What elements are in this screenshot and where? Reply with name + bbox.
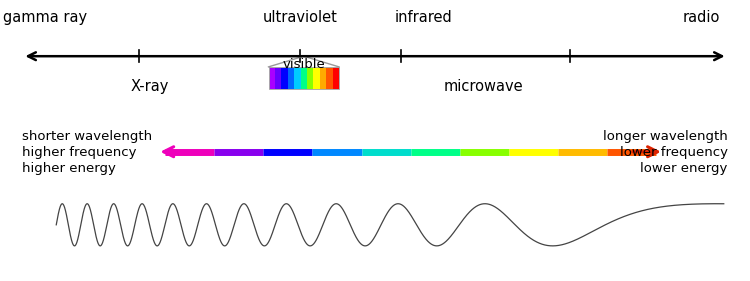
Text: microwave: microwave: [444, 79, 524, 94]
Text: visible: visible: [282, 58, 326, 71]
Bar: [301, 67, 307, 89]
Text: ultraviolet: ultraviolet: [262, 10, 338, 25]
Text: higher energy: higher energy: [22, 162, 116, 175]
Text: infrared: infrared: [394, 10, 452, 25]
Text: lower frequency: lower frequency: [620, 146, 728, 159]
Bar: [332, 67, 339, 89]
Bar: [294, 67, 301, 89]
Text: higher frequency: higher frequency: [22, 146, 137, 159]
Text: lower energy: lower energy: [640, 162, 728, 175]
Text: radio: radio: [682, 10, 720, 25]
Bar: [275, 67, 281, 89]
Bar: [307, 67, 314, 89]
Text: shorter wavelength: shorter wavelength: [22, 130, 153, 143]
Bar: [268, 67, 339, 89]
Text: longer wavelength: longer wavelength: [603, 130, 728, 143]
Bar: [288, 67, 294, 89]
Bar: [326, 67, 332, 89]
Bar: [268, 67, 275, 89]
Bar: [314, 67, 320, 89]
Text: gamma ray: gamma ray: [3, 10, 87, 25]
Bar: [320, 67, 326, 89]
Text: X-ray: X-ray: [130, 79, 170, 94]
Bar: [281, 67, 288, 89]
